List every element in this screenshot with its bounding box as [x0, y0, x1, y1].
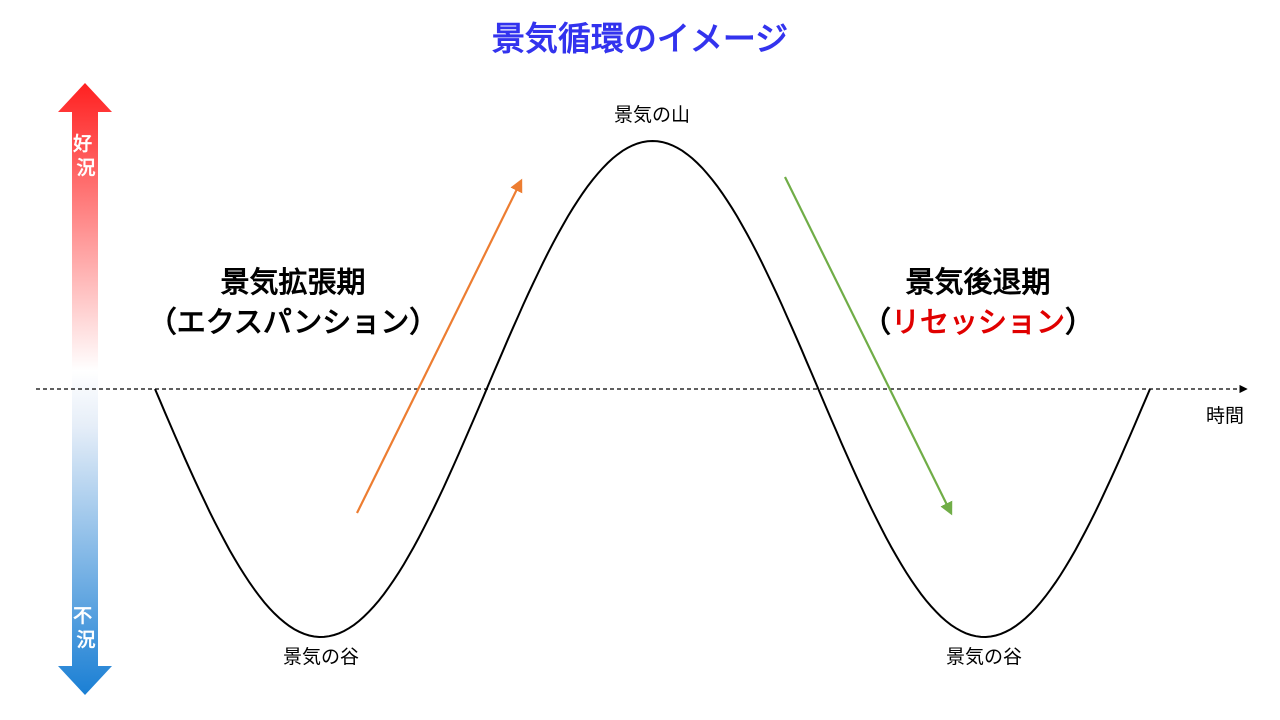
expansion-arrow — [356, 178, 523, 514]
recession-label: 景気後退期 — [905, 265, 1050, 299]
recession-paren-close: ） — [1065, 305, 1094, 339]
expansion-label: 景気拡張期 — [220, 265, 365, 299]
boom-char-1: 好 — [72, 132, 92, 155]
trough-label-left: 景気の谷 — [283, 646, 359, 668]
time-axis-label: 時間 — [1206, 405, 1244, 427]
slump-char-2: 況 — [76, 628, 95, 651]
recession-subtitle: （リセッション） — [862, 305, 1094, 339]
expansion-paren-open: （ — [148, 305, 177, 339]
slump-label: 不 況 — [73, 605, 99, 651]
recession-word: リセッション — [891, 305, 1065, 339]
boom-char-2: 況 — [76, 156, 95, 179]
diagram-title: 景気循環のイメージ — [492, 19, 788, 58]
business-cycle-curve — [154, 139, 1151, 639]
peak-label: 景気の山 — [614, 104, 690, 126]
boom-label: 好 況 — [72, 132, 99, 179]
recession-paren-open: （ — [862, 305, 891, 339]
trough-label-right: 景気の谷 — [946, 646, 1022, 668]
expansion-word: エクスパンション — [177, 305, 410, 339]
expansion-paren-close: ） — [409, 305, 438, 339]
recession-arrow — [784, 176, 953, 516]
expansion-subtitle: （エクスパンション） — [148, 305, 439, 339]
slump-char-1: 不 — [73, 605, 92, 627]
